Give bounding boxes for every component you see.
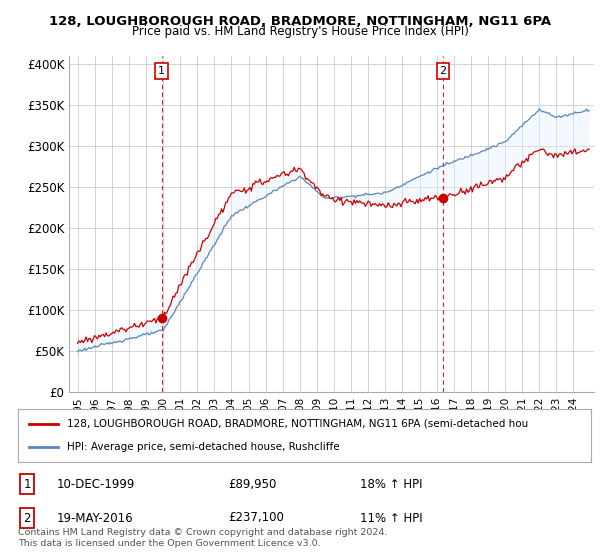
- Text: 1: 1: [23, 478, 31, 491]
- Text: 1: 1: [158, 66, 165, 76]
- Text: £89,950: £89,950: [228, 478, 277, 491]
- Text: 19-MAY-2016: 19-MAY-2016: [57, 511, 134, 525]
- Text: Price paid vs. HM Land Registry's House Price Index (HPI): Price paid vs. HM Land Registry's House …: [131, 25, 469, 38]
- Text: 128, LOUGHBOROUGH ROAD, BRADMORE, NOTTINGHAM, NG11 6PA: 128, LOUGHBOROUGH ROAD, BRADMORE, NOTTIN…: [49, 15, 551, 28]
- Text: 2: 2: [23, 511, 31, 525]
- Text: 128, LOUGHBOROUGH ROAD, BRADMORE, NOTTINGHAM, NG11 6PA (semi-detached hou: 128, LOUGHBOROUGH ROAD, BRADMORE, NOTTIN…: [67, 419, 528, 429]
- Text: 11% ↑ HPI: 11% ↑ HPI: [360, 511, 422, 525]
- Text: 18% ↑ HPI: 18% ↑ HPI: [360, 478, 422, 491]
- Text: £237,100: £237,100: [228, 511, 284, 525]
- Text: 2: 2: [440, 66, 446, 76]
- Text: HPI: Average price, semi-detached house, Rushcliffe: HPI: Average price, semi-detached house,…: [67, 442, 340, 452]
- Text: 10-DEC-1999: 10-DEC-1999: [57, 478, 136, 491]
- Text: Contains HM Land Registry data © Crown copyright and database right 2024.
This d: Contains HM Land Registry data © Crown c…: [18, 528, 388, 548]
